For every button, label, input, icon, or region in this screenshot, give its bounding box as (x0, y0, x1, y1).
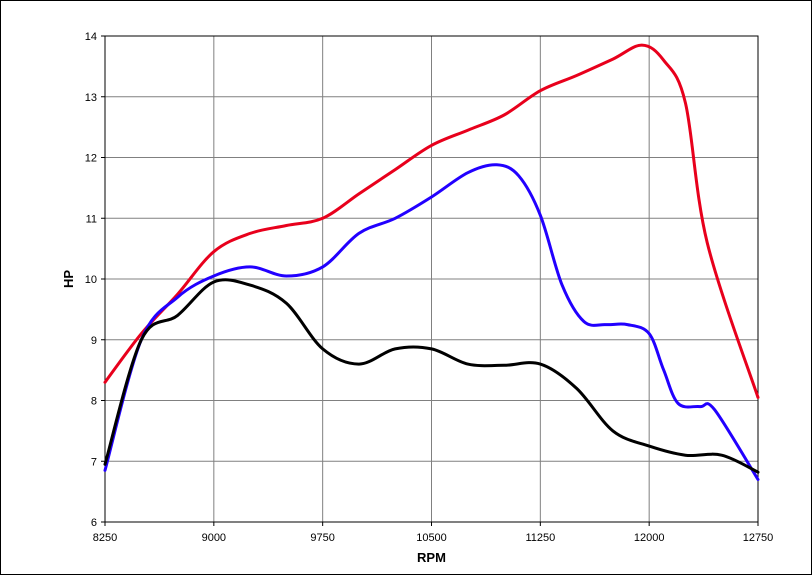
y-tick-label: 14 (85, 31, 97, 43)
y-tick-label: 11 (86, 213, 97, 225)
x-tick-label: 9750 (310, 532, 334, 544)
y-tick-label: 9 (91, 335, 97, 347)
y-axis-ticks: 6 7 8 9 10 11 12 13 14 (85, 31, 105, 529)
y-tick-label: 7 (91, 456, 97, 468)
x-axis-label: RPM (417, 550, 446, 565)
series-line-black (103, 278, 760, 474)
series-lines (103, 43, 760, 481)
x-tick-label: 12000 (634, 532, 665, 544)
x-tick-label: 9000 (202, 532, 226, 544)
y-tick-label: 12 (85, 153, 97, 165)
y-tick-label: 13 (85, 92, 97, 104)
series-line-red (103, 43, 760, 399)
y-tick-label: 8 (91, 396, 97, 408)
x-tick-label: 10500 (416, 532, 447, 544)
y-tick-label: 10 (85, 274, 97, 286)
series-line-blue (103, 163, 760, 481)
y-tick-label: 6 (91, 517, 97, 529)
gridlines (104, 35, 759, 523)
x-tick-label: 8250 (93, 532, 117, 544)
x-tick-label: 12750 (743, 532, 774, 544)
x-tick-label: 11250 (525, 532, 555, 544)
x-axis-ticks: 8250 9000 9750 10500 11250 12000 12750 (93, 522, 774, 544)
y-axis-label: HP (61, 270, 76, 288)
